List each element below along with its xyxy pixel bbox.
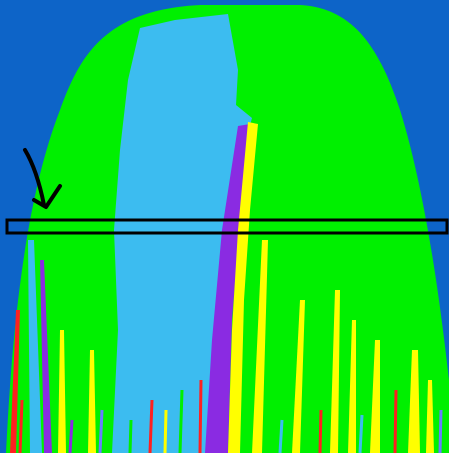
- spike: [128, 419, 133, 453]
- spike: [198, 379, 203, 453]
- streak: [58, 330, 66, 453]
- spike: [438, 409, 443, 453]
- yellow-streak: [228, 122, 258, 453]
- spike: [358, 414, 364, 453]
- spike: [318, 409, 323, 453]
- streak: [252, 240, 268, 453]
- spike: [98, 409, 104, 453]
- spike: [163, 409, 168, 453]
- left-streaks: [10, 240, 96, 453]
- right-streaks: [252, 240, 434, 453]
- arrow: [23, 148, 62, 209]
- highlight-box: [5, 218, 449, 235]
- streak: [348, 320, 356, 453]
- bottom-spikes: [18, 379, 443, 453]
- purple-streak: [205, 124, 250, 453]
- spike: [68, 419, 74, 453]
- spike: [393, 389, 398, 453]
- spike: [148, 399, 154, 453]
- streak: [10, 310, 20, 453]
- spike: [278, 419, 284, 453]
- streak: [330, 290, 340, 453]
- streak: [426, 380, 434, 453]
- streak: [40, 260, 52, 453]
- streak: [28, 240, 42, 453]
- spike: [178, 389, 184, 453]
- streak: [292, 300, 305, 453]
- streak: [88, 350, 96, 453]
- streak: [370, 340, 380, 453]
- streak: [408, 350, 420, 453]
- spike: [18, 399, 24, 453]
